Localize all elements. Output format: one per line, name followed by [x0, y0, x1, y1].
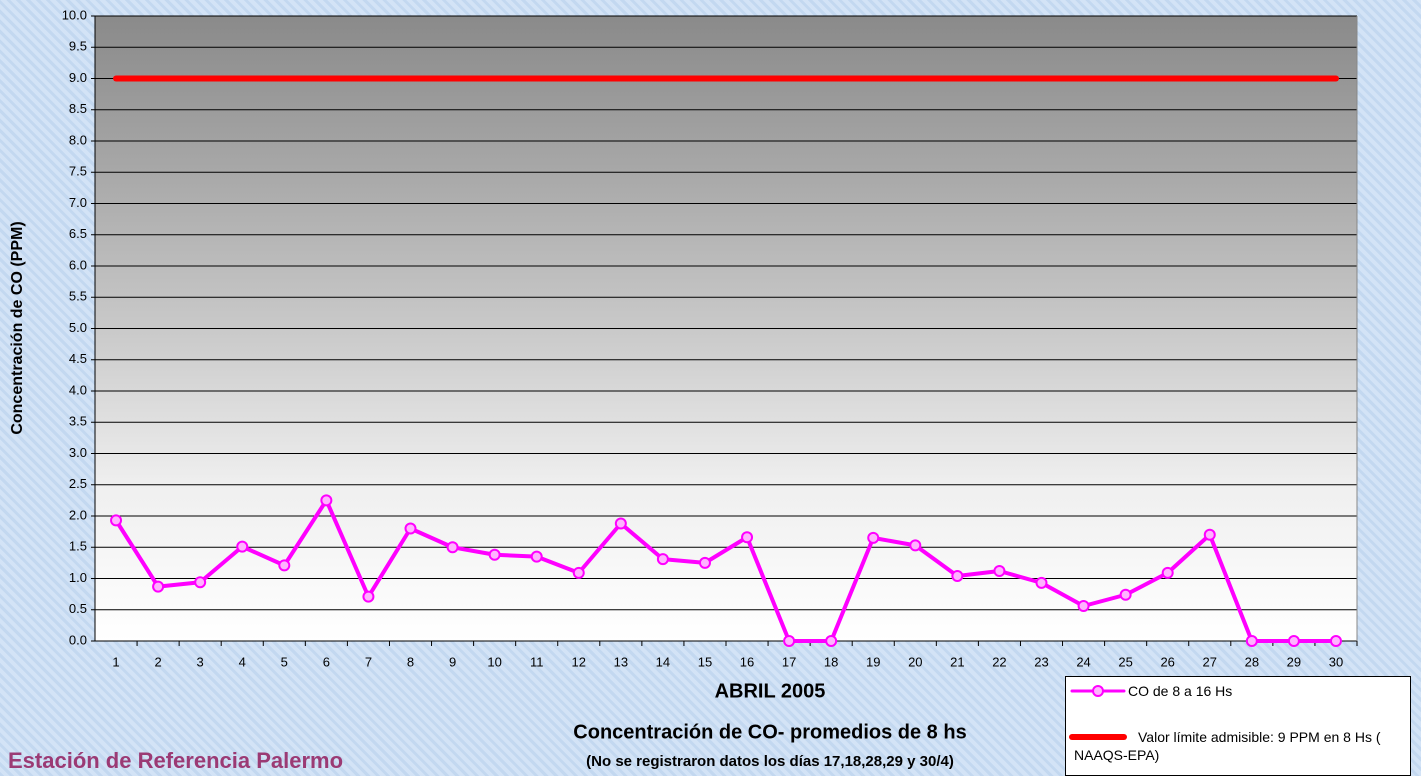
y-tick-label: 0.5	[69, 601, 87, 616]
data-point	[321, 495, 331, 505]
legend-label: Valor límite admisible: 9 PPM en 8 Hs ( …	[1074, 728, 1408, 764]
x-tick-label: 20	[908, 654, 922, 669]
data-point	[490, 550, 500, 560]
y-tick-label: 4.0	[69, 382, 87, 397]
x-tick-label: 3	[197, 654, 204, 669]
x-tick-label: 26	[1160, 654, 1174, 669]
x-tick-label: 13	[614, 654, 628, 669]
x-tick-label: 29	[1287, 654, 1301, 669]
data-point	[237, 542, 247, 552]
legend-label: CO de 8 a 16 Hs	[1128, 682, 1408, 700]
data-point	[1205, 530, 1215, 540]
data-point	[994, 566, 1004, 576]
y-tick-label: 1.0	[69, 570, 87, 585]
x-tick-label: 21	[950, 654, 964, 669]
legend-marker	[1093, 686, 1103, 696]
data-point	[1331, 636, 1341, 646]
data-point	[1037, 578, 1047, 588]
x-tick-label: 16	[740, 654, 754, 669]
y-tick-label: 7.5	[69, 164, 87, 179]
y-tick-label: 9.0	[69, 70, 87, 85]
data-point	[363, 592, 373, 602]
y-tick-label: 8.0	[69, 132, 87, 147]
legend-item: CO de 8 a 16 Hs	[1066, 681, 1410, 721]
data-point	[826, 636, 836, 646]
data-point	[1121, 590, 1131, 600]
x-tick-label: 23	[1034, 654, 1048, 669]
x-tick-label: 30	[1329, 654, 1343, 669]
x-tick-label: 22	[992, 654, 1006, 669]
y-tick-label: 0.0	[69, 632, 87, 647]
legend-swatch	[1066, 681, 1128, 701]
x-tick-label: 9	[449, 654, 456, 669]
data-point	[195, 577, 205, 587]
data-point	[784, 636, 794, 646]
data-point	[658, 554, 668, 564]
data-point	[574, 568, 584, 578]
y-tick-label: 1.5	[69, 539, 87, 554]
x-tick-label: 5	[281, 654, 288, 669]
x-tick-label: 4	[239, 654, 246, 669]
x-tick-label: 17	[782, 654, 796, 669]
data-point	[279, 560, 289, 570]
legend-item: Valor límite admisible: 9 PPM en 8 Hs ( …	[1066, 727, 1410, 767]
y-tick-label: 10.0	[62, 7, 87, 22]
x-tick-label: 27	[1203, 654, 1217, 669]
data-point	[153, 582, 163, 592]
x-tick-label: 11	[530, 654, 544, 669]
x-tick-label: 19	[866, 654, 880, 669]
y-tick-label: 7.0	[69, 195, 87, 210]
data-point	[868, 533, 878, 543]
x-tick-label: 12	[572, 654, 586, 669]
y-tick-label: 2.5	[69, 476, 87, 491]
chart: ABRIL 2005 Concentración de CO- promedio…	[0, 0, 1421, 776]
data-point	[532, 552, 542, 562]
data-point	[910, 540, 920, 550]
data-point	[1163, 568, 1173, 578]
y-tick-label: 9.5	[69, 39, 87, 54]
x-tick-label: 1	[112, 654, 119, 669]
data-point	[742, 532, 752, 542]
x-tick-label: 25	[1118, 654, 1132, 669]
data-point	[406, 524, 416, 534]
data-point	[952, 571, 962, 581]
y-tick-label: 6.0	[69, 257, 87, 272]
data-point	[700, 558, 710, 568]
y-tick-label: 8.5	[69, 101, 87, 116]
x-tick-label: 7	[365, 654, 372, 669]
chart-title: ABRIL 2005	[715, 680, 826, 702]
y-axis-label: Concentración de CO (PPM)	[9, 221, 26, 434]
page: ABRIL 2005 Concentración de CO- promedio…	[0, 0, 1421, 776]
note: (No se registraron datos los días 17,18,…	[586, 753, 954, 770]
data-point	[448, 542, 458, 552]
data-point	[1079, 601, 1089, 611]
data-point	[1289, 636, 1299, 646]
x-tick-label: 24	[1076, 654, 1090, 669]
x-tick-label: 2	[154, 654, 161, 669]
legend: CO de 8 a 16 Hs Valor límite admisible: 9…	[1065, 676, 1411, 776]
chart-subtitle: Concentración de CO- promedios de 8 hs	[573, 721, 966, 743]
y-tick-label: 3.5	[69, 414, 87, 429]
y-tick-label: 5.5	[69, 289, 87, 304]
y-tick-label: 6.5	[69, 226, 87, 241]
x-tick-label: 14	[656, 654, 670, 669]
x-tick-label: 18	[824, 654, 838, 669]
data-point	[111, 515, 121, 525]
x-tick-label: 8	[407, 654, 414, 669]
data-point	[616, 519, 626, 529]
y-tick-label: 5.0	[69, 320, 87, 335]
x-tick-label: 6	[323, 654, 330, 669]
x-tick-label: 15	[698, 654, 712, 669]
y-tick-label: 2.0	[69, 507, 87, 522]
data-point	[1247, 636, 1257, 646]
station-label: Estación de Referencia Palermo	[8, 748, 343, 773]
y-tick-label: 3.0	[69, 445, 87, 460]
x-tick-label: 10	[487, 654, 501, 669]
y-tick-label: 4.5	[69, 351, 87, 366]
x-tick-label: 28	[1245, 654, 1259, 669]
